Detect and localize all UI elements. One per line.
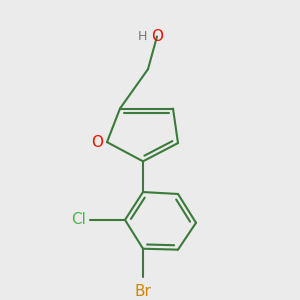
Text: Cl: Cl bbox=[71, 212, 86, 227]
Text: O: O bbox=[91, 135, 103, 150]
Text: O: O bbox=[151, 29, 163, 44]
Text: Br: Br bbox=[135, 284, 152, 299]
Text: H: H bbox=[138, 30, 147, 43]
